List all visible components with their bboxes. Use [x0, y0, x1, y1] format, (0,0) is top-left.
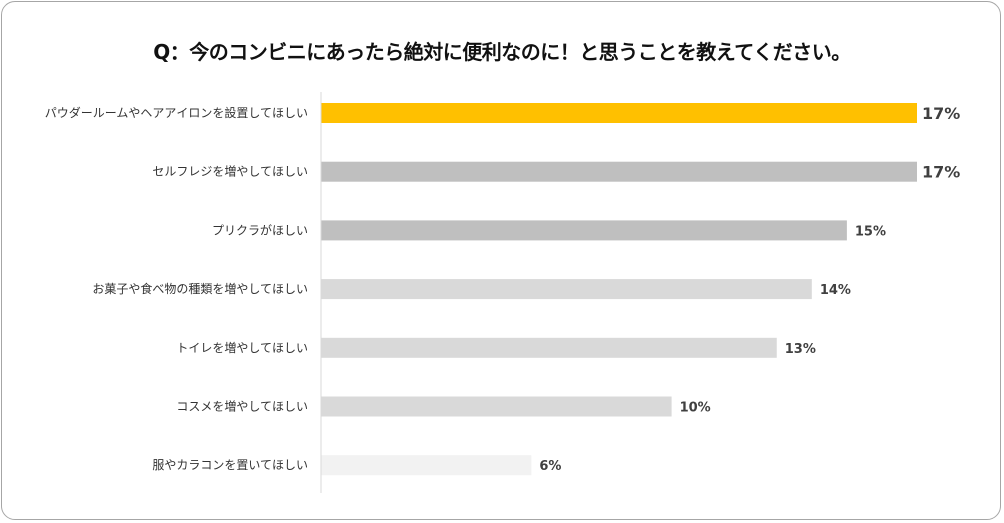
data-label: 10% — [680, 401, 711, 416]
category-label: パウダールームやヘアアイロンを設置してほしい — [45, 105, 308, 120]
bar — [321, 337, 777, 358]
bar — [321, 161, 917, 182]
category-label: トイレを増やしてほしい — [176, 341, 308, 355]
category-label: お菓子や食べ物の種類を増やしてほしい — [92, 281, 308, 296]
bar — [321, 220, 847, 241]
bar — [321, 279, 812, 300]
data-label: 15% — [855, 224, 886, 239]
category-label: コスメを増やしてほしい — [176, 400, 308, 414]
bar — [321, 103, 917, 123]
data-label: 14% — [820, 283, 851, 298]
data-label: 6% — [539, 459, 561, 474]
data-label: 17% — [922, 104, 960, 123]
chart-title: Q：今のコンビニにあったら絶対に便利なのに！と思うことを教えてください。 — [153, 40, 851, 64]
category-label: セルフレジを増やしてほしい — [152, 165, 308, 179]
category-label: 服やカラコンを置いてほしい — [152, 458, 308, 472]
data-label: 13% — [785, 342, 816, 357]
bar — [321, 396, 672, 417]
bar — [321, 455, 532, 476]
category-label: プリクラがほしい — [212, 222, 308, 237]
data-label: 17% — [922, 163, 960, 182]
